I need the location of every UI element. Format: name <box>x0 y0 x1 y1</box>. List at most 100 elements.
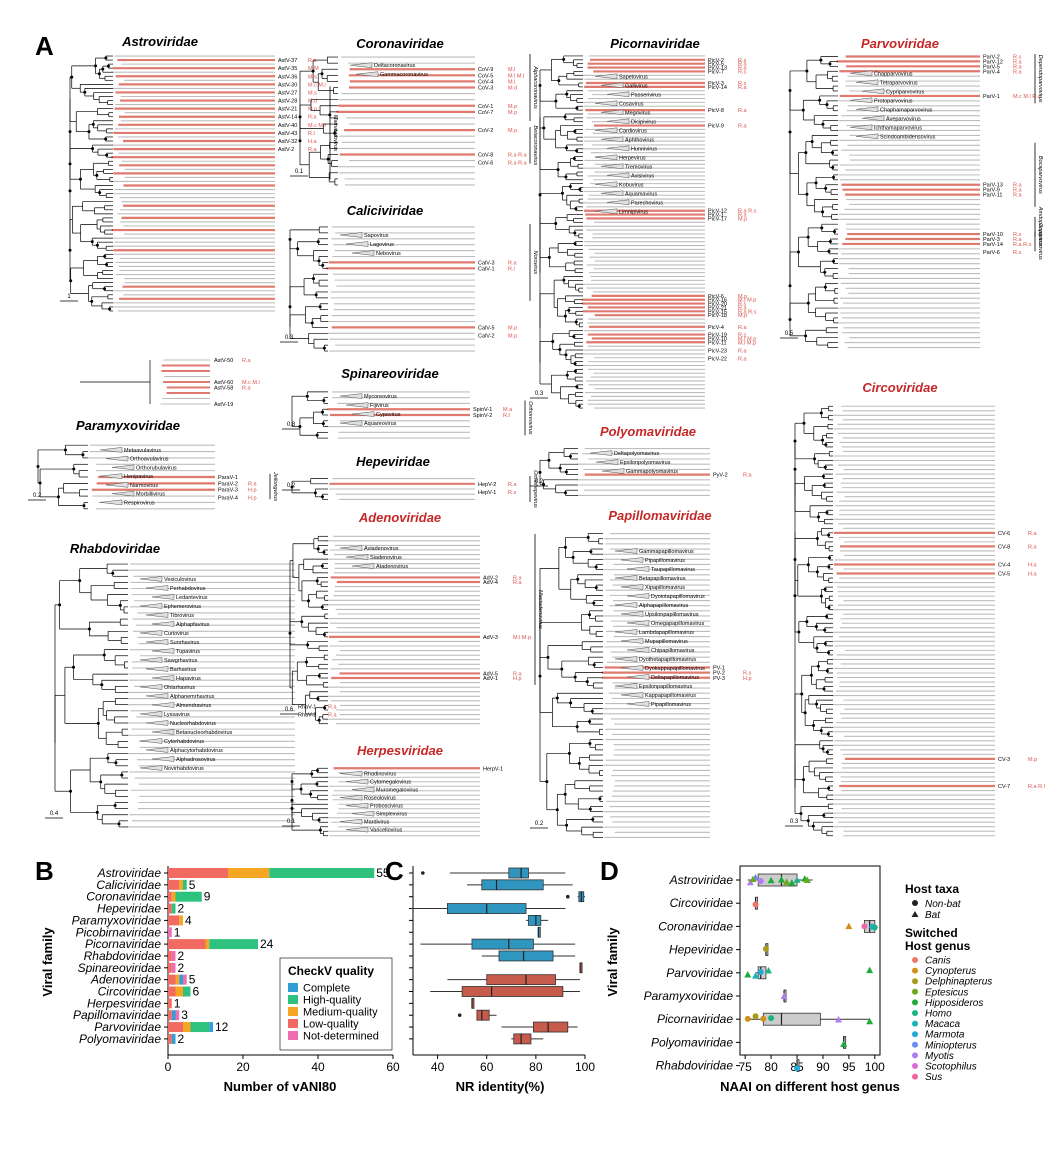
legend-label: Cynopterus <box>925 966 976 977</box>
leaf-label: PicV-16 <box>708 298 727 304</box>
leaf-label: PicV-12 <box>708 209 727 215</box>
collapsed-clade <box>145 585 169 591</box>
leaf-label: PicV-14 <box>708 85 727 91</box>
clade-label: Sawgrhavirus <box>164 658 198 664</box>
collapsed-clade <box>355 71 379 77</box>
host-abbrev: R.a <box>1013 193 1023 199</box>
clade-label: Xipapillomavirus <box>645 585 685 591</box>
collapsed-clade <box>145 693 169 699</box>
tree-circo: Circoviridae CV-6 R.a CV-8 R.a CV-4 H.a CV-5 H.a… <box>785 380 1045 837</box>
category-label: Coronaviridae <box>658 919 733 933</box>
leaf-label: AstV-2 <box>278 147 294 153</box>
host-abbrev: R.a <box>738 325 748 331</box>
collapsed-clade <box>139 630 163 636</box>
host-abbrev: R.a <box>513 575 523 581</box>
bar-segment-low-quality <box>168 998 172 1009</box>
collapsed-clade <box>339 232 363 238</box>
y-axis-title: Viral family <box>605 927 620 997</box>
collapsed-clade <box>606 91 630 98</box>
leaf-label: PicV-20 <box>708 302 727 308</box>
leaf-label: CV-6 <box>998 531 1010 537</box>
clade-label: Almendravirus <box>176 703 211 709</box>
clade-label: Tremovirus <box>625 164 653 170</box>
box <box>461 986 564 997</box>
host-abbrev: R.a <box>328 713 338 719</box>
tree-title: Adenoviridae <box>358 510 441 525</box>
clade-label: Gammapapillomavirus <box>639 549 694 555</box>
leaf-label: CV-4 <box>998 562 1010 568</box>
leaf-label: CalV-2 <box>478 333 495 339</box>
leaf-label: CalV-1 <box>478 266 495 272</box>
leaf-label: AdV-4 <box>483 580 498 586</box>
leaf-label: PicV-21 <box>708 305 727 311</box>
leaf-label: PicV-18 <box>708 313 727 319</box>
panel-b-bar-chart: 0 20 40 60 Astroviridae 55 Caliciviridae 5 Coron… <box>40 866 400 1094</box>
bar-total-label: 1 <box>174 925 181 939</box>
tree-title: Parvoviridae <box>861 36 939 51</box>
point-non-bat <box>757 878 764 885</box>
collapsed-clade <box>345 778 369 785</box>
collapsed-clade <box>614 683 638 689</box>
leaf-label: PV-2 <box>713 671 725 677</box>
leaf-label: RhaV-1 <box>298 705 316 711</box>
legend-genus-dot <box>912 1052 918 1059</box>
leaf-label: AdV-3 <box>483 635 498 641</box>
leaf-label: PyV-2 <box>713 473 728 479</box>
collapsed-clade <box>151 702 175 708</box>
bar-total-label: 1 <box>174 996 181 1010</box>
host-abbrev: M.l M.p <box>513 635 531 641</box>
clade-label: Cytomegalovirus <box>370 780 411 786</box>
category-label: Caliciviridae <box>96 878 161 892</box>
host-abbrev: R.s <box>508 490 517 496</box>
legend-label: Hipposideros <box>925 998 983 1009</box>
leaf-label: ParV-2 <box>983 54 1000 60</box>
collapsed-clade <box>614 629 638 635</box>
collapsed-clade <box>594 208 618 215</box>
scale-bar-label: 0.2 <box>287 483 296 489</box>
bar-segment-medium-quality <box>228 868 270 878</box>
panel-a-phylogenetic-trees: Astroviridae AstV-37 R.a AstV-35 M.M AstV-36 M… <box>28 34 1045 838</box>
host-abbrev: M.f M.p <box>738 298 756 304</box>
clade-label: Tibrovirus <box>170 613 194 619</box>
host-abbrev: R.a R.s <box>1013 242 1032 248</box>
collapsed-clade <box>345 826 369 833</box>
tree-title: Polyomaviridae <box>600 424 696 439</box>
box <box>528 915 542 926</box>
legend-swatch <box>288 995 298 1004</box>
x-tick-label: 0 <box>165 1060 172 1074</box>
clade-label: Nucleorhabdovirus <box>170 721 216 727</box>
host-abbrev: R.a <box>738 85 748 91</box>
host-abbrev: R.a <box>1013 64 1023 70</box>
x-axis-title: NR identity(%) <box>456 1079 545 1094</box>
collapsed-clade <box>339 545 363 551</box>
clade-label: Sunrhavirus <box>170 640 200 646</box>
legend-label: Macaca <box>925 1019 960 1030</box>
collapsed-clade <box>594 181 618 188</box>
leaf-label: ParV-1 <box>983 94 1000 100</box>
host-abbrev: R.a <box>1013 69 1023 75</box>
tree-title: Spinareoviridae <box>341 366 439 381</box>
scale-bar-label: 0.8 <box>287 422 296 428</box>
category-label: Picobirnaviridae <box>76 925 162 939</box>
category-label: Circoviridae <box>98 985 162 999</box>
legend-genus-dot <box>912 1031 918 1038</box>
tree-title: Picornaviridae <box>610 36 700 51</box>
host-abbrev: M.f M.p <box>738 336 756 342</box>
clade-label: Mardivirus <box>364 820 390 826</box>
collapsed-clade <box>855 133 879 140</box>
legend-swatch <box>288 1031 298 1040</box>
x-tick-label: 40 <box>311 1060 325 1074</box>
clade-label: Passerivirus <box>631 92 661 98</box>
leaf-label: ParaV-3 <box>218 488 238 494</box>
bar-segment-not-determined <box>168 927 172 938</box>
host-abbrev: M.p <box>738 216 747 222</box>
point-non-bat <box>744 1015 751 1022</box>
collapsed-clade <box>145 666 169 672</box>
host-abbrev: R.a <box>738 213 748 219</box>
point-bat <box>783 878 791 885</box>
leaf-label: PicV-17 <box>708 216 727 222</box>
leaf-label: HepV-2 <box>478 482 496 488</box>
collapsed-clade <box>626 593 650 599</box>
leaf-label: ParV-4 <box>983 69 1000 75</box>
leaf-label: CoV-8 <box>478 153 493 159</box>
